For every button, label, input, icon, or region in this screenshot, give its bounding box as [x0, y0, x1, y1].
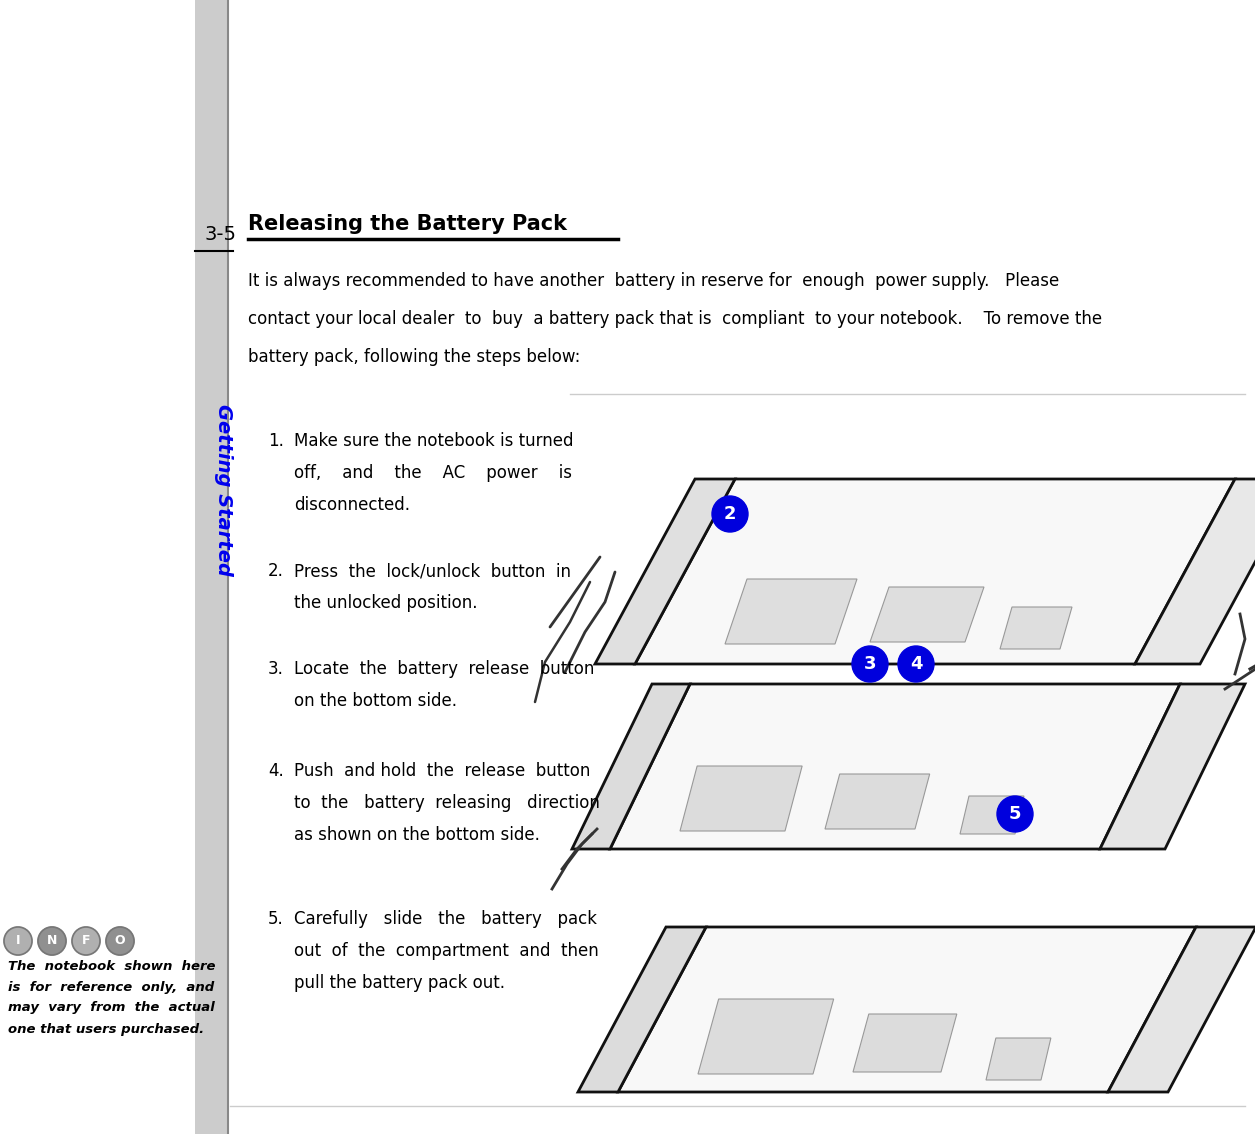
Text: may  vary  from  the  actual: may vary from the actual — [8, 1001, 215, 1015]
Polygon shape — [635, 479, 1235, 665]
Text: 5.: 5. — [269, 909, 284, 928]
Text: is  for  reference  only,  and: is for reference only, and — [8, 981, 215, 993]
Polygon shape — [870, 587, 984, 642]
Text: It is always recommended to have another  battery in reserve for  enough  power : It is always recommended to have another… — [248, 272, 1059, 290]
Polygon shape — [680, 765, 802, 831]
Polygon shape — [595, 479, 735, 665]
Polygon shape — [1135, 479, 1255, 665]
Text: on the bottom side.: on the bottom side. — [294, 692, 457, 710]
Circle shape — [72, 926, 100, 955]
Polygon shape — [960, 796, 1024, 833]
Polygon shape — [617, 926, 1196, 1092]
Circle shape — [4, 926, 31, 955]
Polygon shape — [725, 579, 857, 644]
Text: contact your local dealer  to  buy  a battery pack that is  compliant  to your n: contact your local dealer to buy a batte… — [248, 310, 1102, 328]
Text: one that users purchased.: one that users purchased. — [8, 1023, 205, 1035]
Text: 2.: 2. — [269, 562, 284, 579]
Text: I: I — [16, 934, 20, 948]
Text: Releasing the Battery Pack: Releasing the Battery Pack — [248, 214, 567, 234]
Circle shape — [899, 646, 934, 682]
Polygon shape — [572, 684, 690, 849]
Circle shape — [105, 926, 134, 955]
Text: Press  the  lock/unlock  button  in: Press the lock/unlock button in — [294, 562, 571, 579]
Polygon shape — [610, 684, 1180, 849]
Text: the unlocked position.: the unlocked position. — [294, 594, 477, 612]
Text: as shown on the bottom side.: as shown on the bottom side. — [294, 826, 540, 844]
Text: 5: 5 — [1009, 805, 1022, 823]
Polygon shape — [1108, 926, 1255, 1092]
Text: 1.: 1. — [269, 432, 284, 450]
Text: Locate  the  battery  release  button: Locate the battery release button — [294, 660, 595, 678]
Text: out  of  the  compartment  and  then: out of the compartment and then — [294, 942, 599, 960]
Circle shape — [712, 496, 748, 532]
Text: Getting Started: Getting Started — [213, 404, 232, 576]
Text: Carefully   slide   the   battery   pack: Carefully slide the battery pack — [294, 909, 597, 928]
Text: to  the   battery  releasing   direction: to the battery releasing direction — [294, 794, 600, 812]
Text: F: F — [82, 934, 90, 948]
Text: battery pack, following the steps below:: battery pack, following the steps below: — [248, 348, 580, 366]
Text: Push  and hold  the  release  button: Push and hold the release button — [294, 762, 590, 780]
Polygon shape — [1099, 684, 1245, 849]
Polygon shape — [825, 775, 930, 829]
Text: Make sure the notebook is turned: Make sure the notebook is turned — [294, 432, 574, 450]
Polygon shape — [986, 1038, 1050, 1080]
Polygon shape — [1000, 607, 1072, 649]
Text: 4: 4 — [910, 655, 922, 672]
Text: 4.: 4. — [269, 762, 284, 780]
Text: O: O — [114, 934, 126, 948]
Text: The  notebook  shown  here: The notebook shown here — [8, 959, 216, 973]
Polygon shape — [698, 999, 833, 1074]
Text: disconnected.: disconnected. — [294, 496, 410, 514]
FancyBboxPatch shape — [195, 0, 228, 1134]
Polygon shape — [853, 1014, 956, 1072]
Text: 3: 3 — [863, 655, 876, 672]
Circle shape — [996, 796, 1033, 832]
Circle shape — [852, 646, 889, 682]
Text: 2: 2 — [724, 505, 737, 523]
Polygon shape — [579, 926, 707, 1092]
Text: 3-5: 3-5 — [205, 225, 237, 244]
Text: off,    and    the    AC    power    is: off, and the AC power is — [294, 464, 572, 482]
Text: pull the battery pack out.: pull the battery pack out. — [294, 974, 505, 992]
Text: N: N — [46, 934, 58, 948]
Circle shape — [38, 926, 67, 955]
Text: 3.: 3. — [269, 660, 284, 678]
